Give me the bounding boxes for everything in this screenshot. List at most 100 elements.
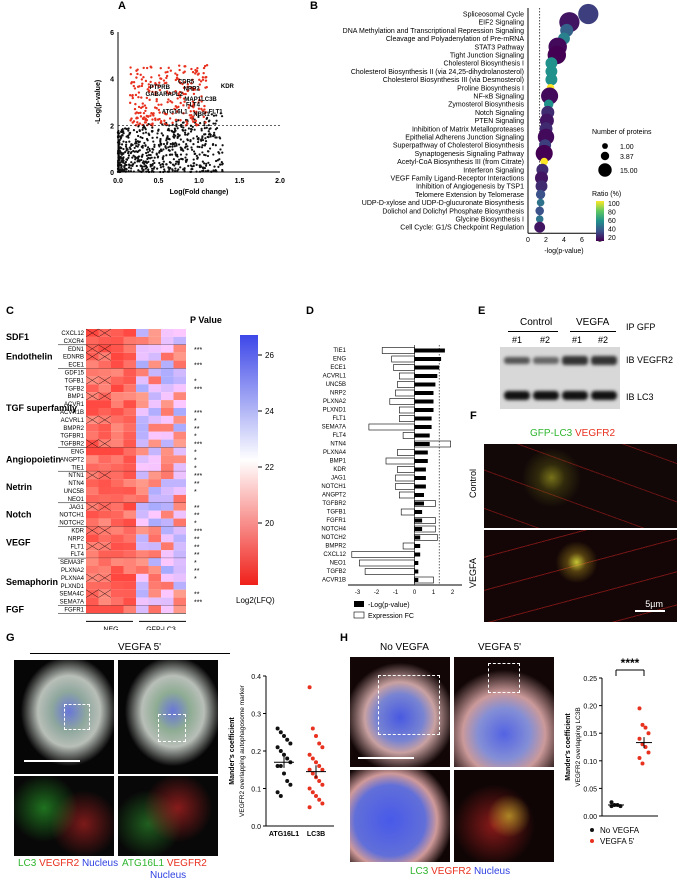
- data-point: [317, 741, 322, 746]
- volcano-point: [135, 130, 139, 134]
- y-tick-label: 0.15: [583, 731, 597, 738]
- volcano-point: [120, 152, 123, 155]
- volcano-point-significant: [169, 91, 172, 95]
- volcano-point-significant: [170, 101, 174, 104]
- y-axis-label-2: VEGFR2 overlapping autophagosome marker: [239, 684, 246, 817]
- data-point: [637, 736, 642, 741]
- scale-bar: [635, 610, 665, 612]
- volcano-point: [152, 167, 155, 170]
- data-point: [275, 790, 280, 795]
- ratio-tick: 60: [608, 218, 616, 225]
- volcano-point: [171, 153, 174, 156]
- bar-category-label: FGFR1: [326, 518, 346, 524]
- heatmap-cell: [98, 558, 111, 566]
- heatmap-cell: [148, 431, 161, 440]
- volcano-point: [181, 121, 185, 124]
- heatmap-cell: [148, 415, 161, 424]
- volcano-point-significant: [144, 109, 147, 113]
- volcano-point-significant: [134, 102, 137, 106]
- heatmap-cell: [148, 581, 161, 590]
- volcano-point: [219, 112, 222, 115]
- volcano-point: [214, 128, 217, 131]
- volcano-point: [159, 148, 163, 151]
- heatmap-cell: [148, 510, 161, 519]
- volcano-point-significant: [179, 119, 182, 122]
- data-point: [320, 782, 325, 787]
- volcano-point-significant: [175, 110, 179, 113]
- volcano-point-significant: [198, 83, 201, 86]
- volcano-point: [172, 158, 175, 161]
- gene-label: CDR5: [178, 79, 195, 85]
- heatmap-cell: [98, 566, 111, 574]
- volcano-point-significant: [184, 124, 188, 127]
- volcano-point: [198, 145, 201, 149]
- heatmap-cell: [148, 336, 161, 345]
- heatmap-cell: [86, 550, 99, 559]
- volcano-point-significant: [168, 117, 172, 120]
- volcano-point-significant: [203, 108, 206, 111]
- heatmap-cell: [136, 573, 149, 582]
- heatmap-cross: [85, 392, 99, 401]
- heatmap-cell: [123, 463, 136, 472]
- volcano-point: [212, 133, 215, 137]
- size-legend-dot: [602, 143, 608, 149]
- data-point: [285, 779, 290, 783]
- volcano-point-significant: [175, 118, 178, 122]
- heatmap-cell: [136, 589, 149, 598]
- volcano-point: [176, 127, 179, 130]
- pvalue-mark: ***: [194, 529, 202, 536]
- volcano-point-significant: [163, 112, 166, 115]
- volcano-point: [196, 140, 200, 144]
- volcano-point: [193, 152, 196, 156]
- volcano-point: [190, 146, 193, 149]
- gene-row-label: NOTCH2: [59, 521, 84, 527]
- h-caption: LC3 VEGFR2 Nucleus: [410, 866, 510, 877]
- bar-category-label: NRP2: [330, 391, 347, 397]
- gene-row-label: FGFR1: [64, 608, 84, 614]
- bar-neglog-p: [414, 382, 436, 387]
- volcano-point: [209, 135, 212, 138]
- heatmap-cross: [98, 502, 112, 511]
- volcano-point-significant: [158, 117, 161, 121]
- legend-label: No VEGFA: [600, 826, 640, 835]
- bar-expression-fc: [397, 466, 415, 473]
- f-row-control: Control: [468, 468, 478, 498]
- volcano-point-significant: [134, 124, 138, 127]
- volcano-point: [206, 116, 209, 119]
- legend-label-fc: Expression FC: [368, 613, 414, 620]
- volcano-point: [176, 135, 179, 138]
- volcano-point: [156, 167, 159, 170]
- volcano-point: [136, 140, 139, 143]
- heatmap-cell: [161, 558, 174, 566]
- pathway-label: EIF2 Signaling: [478, 20, 524, 27]
- volcano-point-significant: [204, 121, 207, 124]
- volcano-point: [158, 151, 161, 154]
- volcano-point: [168, 124, 171, 127]
- y-axis-label: Mander's coefficient: [229, 717, 236, 785]
- volcano-point-significant: [130, 117, 133, 120]
- panel-label-h: H: [340, 632, 348, 644]
- heatmap-cell: [148, 502, 161, 511]
- volcano-point: [147, 132, 150, 135]
- heatmap-cell: [111, 352, 124, 361]
- volcano-point-significant: [192, 115, 195, 118]
- data-point: [320, 801, 325, 806]
- volcano-point: [143, 141, 146, 145]
- data-point: [310, 756, 315, 761]
- heatmap-cell: [111, 384, 124, 393]
- heatmap-cell: [161, 463, 174, 472]
- volcano-point: [212, 114, 216, 117]
- bar-neglog-p: [414, 535, 421, 540]
- volcano-point-significant: [165, 90, 169, 93]
- volcano-point: [161, 156, 164, 159]
- bar-category-label: ECE1: [330, 365, 346, 371]
- heatmap-cell: [148, 597, 161, 606]
- heatmap-cell: [111, 392, 124, 401]
- ip-label: IP GFP: [626, 322, 656, 332]
- volcano-point: [180, 123, 183, 126]
- volcano-point: [213, 165, 216, 168]
- volcano-point: [136, 150, 139, 154]
- pathway-label: Cholesterol Biosynthesis I: [443, 61, 524, 68]
- y-tick-label: 0.4: [251, 674, 261, 681]
- heatmap-cell: [123, 510, 136, 519]
